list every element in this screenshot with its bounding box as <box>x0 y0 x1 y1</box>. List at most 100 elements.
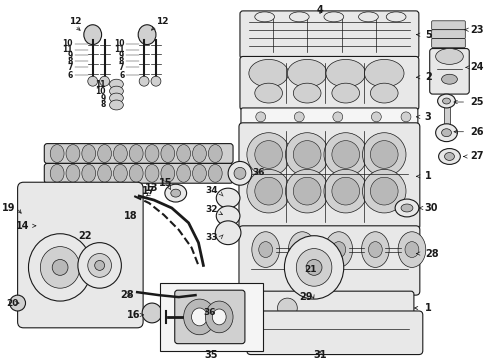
Text: 9: 9 <box>68 51 73 60</box>
Ellipse shape <box>289 232 316 267</box>
FancyBboxPatch shape <box>430 49 469 94</box>
Ellipse shape <box>151 76 161 86</box>
Ellipse shape <box>256 112 266 122</box>
Ellipse shape <box>247 169 291 213</box>
FancyBboxPatch shape <box>239 123 420 230</box>
Ellipse shape <box>82 165 96 182</box>
Ellipse shape <box>368 242 382 257</box>
Ellipse shape <box>165 184 187 202</box>
FancyBboxPatch shape <box>18 182 143 328</box>
Ellipse shape <box>110 86 123 96</box>
Text: 31: 31 <box>313 350 327 360</box>
Ellipse shape <box>40 247 80 288</box>
Ellipse shape <box>177 145 191 162</box>
Ellipse shape <box>441 129 451 137</box>
Text: 7: 7 <box>68 63 73 72</box>
FancyBboxPatch shape <box>255 291 414 325</box>
Ellipse shape <box>441 74 457 84</box>
Text: 10: 10 <box>95 87 105 96</box>
Ellipse shape <box>82 145 96 162</box>
Ellipse shape <box>363 169 406 213</box>
Ellipse shape <box>161 165 175 182</box>
Ellipse shape <box>99 76 110 86</box>
Ellipse shape <box>294 177 321 205</box>
Ellipse shape <box>401 112 411 122</box>
Ellipse shape <box>94 198 116 222</box>
Ellipse shape <box>442 98 450 104</box>
Ellipse shape <box>28 234 92 301</box>
Ellipse shape <box>193 145 206 162</box>
Text: 36: 36 <box>253 168 265 177</box>
Ellipse shape <box>95 261 104 270</box>
Ellipse shape <box>98 165 112 182</box>
FancyBboxPatch shape <box>432 39 466 48</box>
Ellipse shape <box>215 221 241 245</box>
Ellipse shape <box>110 79 123 89</box>
Ellipse shape <box>252 232 279 267</box>
Ellipse shape <box>295 242 309 257</box>
Ellipse shape <box>110 93 123 103</box>
Text: 28: 28 <box>121 290 134 300</box>
Text: 23: 23 <box>470 25 484 35</box>
FancyBboxPatch shape <box>240 57 419 110</box>
FancyBboxPatch shape <box>247 311 423 355</box>
Ellipse shape <box>193 165 206 182</box>
Ellipse shape <box>290 12 309 22</box>
FancyBboxPatch shape <box>175 290 245 344</box>
Ellipse shape <box>436 124 457 141</box>
Text: 11: 11 <box>62 45 73 54</box>
Text: 35: 35 <box>204 350 218 360</box>
Ellipse shape <box>325 232 353 267</box>
Ellipse shape <box>177 165 191 182</box>
Text: 8: 8 <box>68 57 73 66</box>
Ellipse shape <box>286 169 329 213</box>
Ellipse shape <box>324 12 344 22</box>
Ellipse shape <box>129 165 143 182</box>
Ellipse shape <box>255 177 282 205</box>
FancyBboxPatch shape <box>432 30 466 39</box>
Text: 16: 16 <box>126 310 140 320</box>
Text: 6: 6 <box>119 71 124 80</box>
Text: 12: 12 <box>69 17 81 26</box>
Text: 8: 8 <box>100 100 105 109</box>
Text: 8: 8 <box>119 57 124 66</box>
Ellipse shape <box>405 242 419 257</box>
Text: 11: 11 <box>95 80 105 89</box>
Ellipse shape <box>161 145 175 162</box>
Ellipse shape <box>66 145 80 162</box>
Ellipse shape <box>294 112 304 122</box>
Ellipse shape <box>184 299 215 335</box>
Ellipse shape <box>255 12 274 22</box>
FancyBboxPatch shape <box>241 108 418 126</box>
Ellipse shape <box>192 308 207 326</box>
Text: 21: 21 <box>304 265 317 274</box>
Ellipse shape <box>51 195 79 225</box>
Ellipse shape <box>212 309 226 325</box>
Ellipse shape <box>255 83 282 103</box>
Ellipse shape <box>234 167 246 179</box>
Ellipse shape <box>370 177 398 205</box>
Ellipse shape <box>436 49 464 64</box>
Ellipse shape <box>398 232 426 267</box>
Ellipse shape <box>332 141 360 168</box>
Ellipse shape <box>39 182 91 238</box>
FancyBboxPatch shape <box>432 21 466 30</box>
Text: 2: 2 <box>425 72 432 82</box>
Ellipse shape <box>216 206 240 226</box>
Ellipse shape <box>294 141 321 168</box>
Ellipse shape <box>52 260 68 275</box>
Text: 3: 3 <box>425 112 432 122</box>
Text: 28: 28 <box>425 248 439 258</box>
Text: 18: 18 <box>124 211 138 221</box>
Ellipse shape <box>145 165 159 182</box>
Text: 34: 34 <box>206 186 218 195</box>
Ellipse shape <box>249 59 289 87</box>
Text: 11: 11 <box>114 45 124 54</box>
Ellipse shape <box>138 25 156 45</box>
Ellipse shape <box>306 260 322 275</box>
Ellipse shape <box>50 165 64 182</box>
Ellipse shape <box>114 165 127 182</box>
Ellipse shape <box>296 249 332 286</box>
Ellipse shape <box>332 242 346 257</box>
Text: 32: 32 <box>206 206 218 215</box>
